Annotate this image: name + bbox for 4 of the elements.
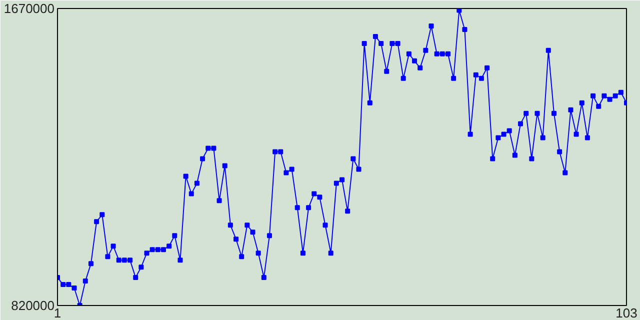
y-tick-label: 820000 <box>11 298 55 313</box>
y-tick-label: 1670000 <box>4 1 55 16</box>
x-tick-label: 1 <box>54 306 62 320</box>
x-tick-label: 103 <box>616 306 638 320</box>
